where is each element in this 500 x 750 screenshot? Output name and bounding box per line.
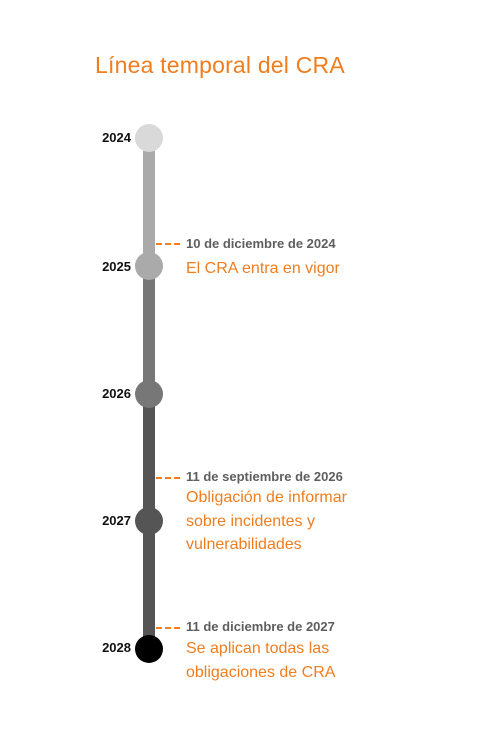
event-connector [156,243,180,245]
timeline-node-2026 [135,380,163,408]
year-label: 2024 [102,130,131,145]
year-label: 2025 [102,259,131,274]
timeline-segment-2026-2027 [143,394,155,521]
timeline-segment-2025-2026 [143,266,155,394]
event-date: 10 de diciembre de 2024 [186,236,336,251]
timeline-node-2027 [135,507,163,535]
timeline-node-2024 [135,124,163,152]
timeline-segment-2027-2028 [143,521,155,649]
year-label: 2026 [102,386,131,401]
event-line: Se aplican todas las [186,640,330,657]
timeline-segment-2024-2025 [143,138,155,266]
event-date: 11 de diciembre de 2027 [186,619,335,634]
event-line: Obligación de informar [186,489,347,506]
event-connector [156,477,180,479]
event-line: obligaciones de CRA [186,663,336,681]
timeline-node-2028 [135,635,163,663]
event-line: vulnerabilidades [186,536,302,553]
event-description: Obligación de informar sobre incidentes … [186,486,386,557]
event-line: sobre incidentes y [186,512,315,530]
event-line: El CRA entra en vigor [186,260,340,277]
year-label: 2027 [102,513,131,528]
page-title: Línea temporal del CRA [95,52,345,78]
event-description: El CRA entra en vigor [186,257,386,281]
event-description: Se aplican todas las obligaciones de CRA [186,637,386,684]
timeline-node-2025 [135,252,163,280]
event-connector [156,627,180,629]
year-label: 2028 [102,640,131,655]
event-date: 11 de septiembre de 2026 [186,469,343,484]
